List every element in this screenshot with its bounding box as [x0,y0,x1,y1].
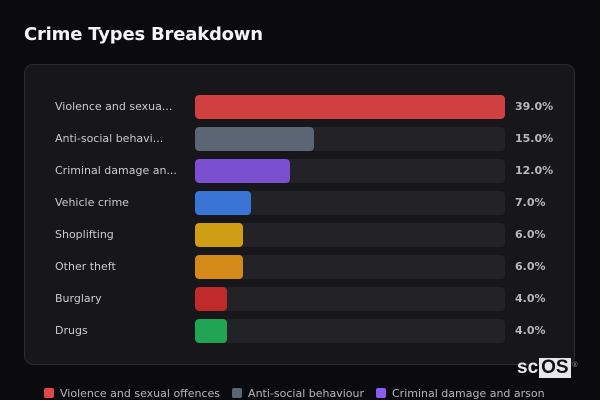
bar-track [195,95,505,119]
legend-label: Anti-social behaviour [248,386,364,400]
legend-item[interactable]: Anti-social behaviour [232,387,364,400]
registered-mark-icon: ® [572,362,578,369]
chart-card: Violence and sexua... 39.0% Anti-social … [24,64,575,365]
bar-row: Burglary 4.0% [25,287,574,311]
legend-swatch-icon [376,388,386,398]
legend-item[interactable]: Violence and sexual offences [44,387,220,400]
bar-value: 6.0% [515,228,546,241]
bar-row: Drugs 4.0% [25,319,574,343]
bar-row: Vehicle crime 7.0% [25,191,574,215]
bar-value: 12.0% [515,164,554,177]
bar-label: Anti-social behavi... [55,132,164,145]
legend-item[interactable]: Criminal damage and arson [376,387,545,400]
bar-fill [195,255,243,279]
bar-value: 6.0% [515,260,546,273]
bar-track [195,191,505,215]
watermark-prefix: sc [517,357,539,378]
bar-value: 4.0% [515,292,546,305]
bar-label: Other theft [55,260,116,273]
bar-track [195,223,505,247]
bar-row: Other theft 6.0% [25,255,574,279]
bar-fill [195,127,315,151]
bar-fill [195,95,505,119]
bar-row: Shoplifting 6.0% [25,223,574,247]
bar-track [195,127,505,151]
legend-label: Violence and sexual offences [60,386,221,400]
bar-fill [195,287,227,311]
bar-track [195,159,505,183]
bar-track [195,319,505,343]
scos-watermark-logo: sc OS ® [517,357,578,378]
chart-legend: Violence and sexual offences Anti-social… [44,386,557,400]
bar-row: Violence and sexua... 39.0% [25,95,574,119]
bar-value: 39.0% [515,100,554,113]
bar-label: Burglary [55,292,102,305]
legend-swatch-icon [44,388,54,398]
bar-track [195,255,505,279]
chart-title: Crime Types Breakdown [24,24,263,45]
bar-track [195,287,505,311]
bar-label: Criminal damage an... [55,164,177,177]
bar-fill [195,319,227,343]
bar-value: 7.0% [515,196,546,209]
bar-fill [195,191,251,215]
watermark-boxed: OS [539,357,571,378]
bar-label: Vehicle crime [55,196,129,209]
legend-swatch-icon [232,388,243,398]
bar-value: 15.0% [515,132,554,145]
bar-row: Criminal damage an... 12.0% [25,159,574,183]
bar-label: Shoplifting [55,228,114,241]
bar-label: Drugs [55,324,88,337]
legend-label: Criminal damage and arson [392,386,545,400]
bar-row: Anti-social behavi... 15.0% [25,127,574,151]
bar-fill [195,159,291,183]
bar-fill [195,223,243,247]
bar-value: 4.0% [515,324,546,337]
bar-label: Violence and sexua... [55,100,173,113]
